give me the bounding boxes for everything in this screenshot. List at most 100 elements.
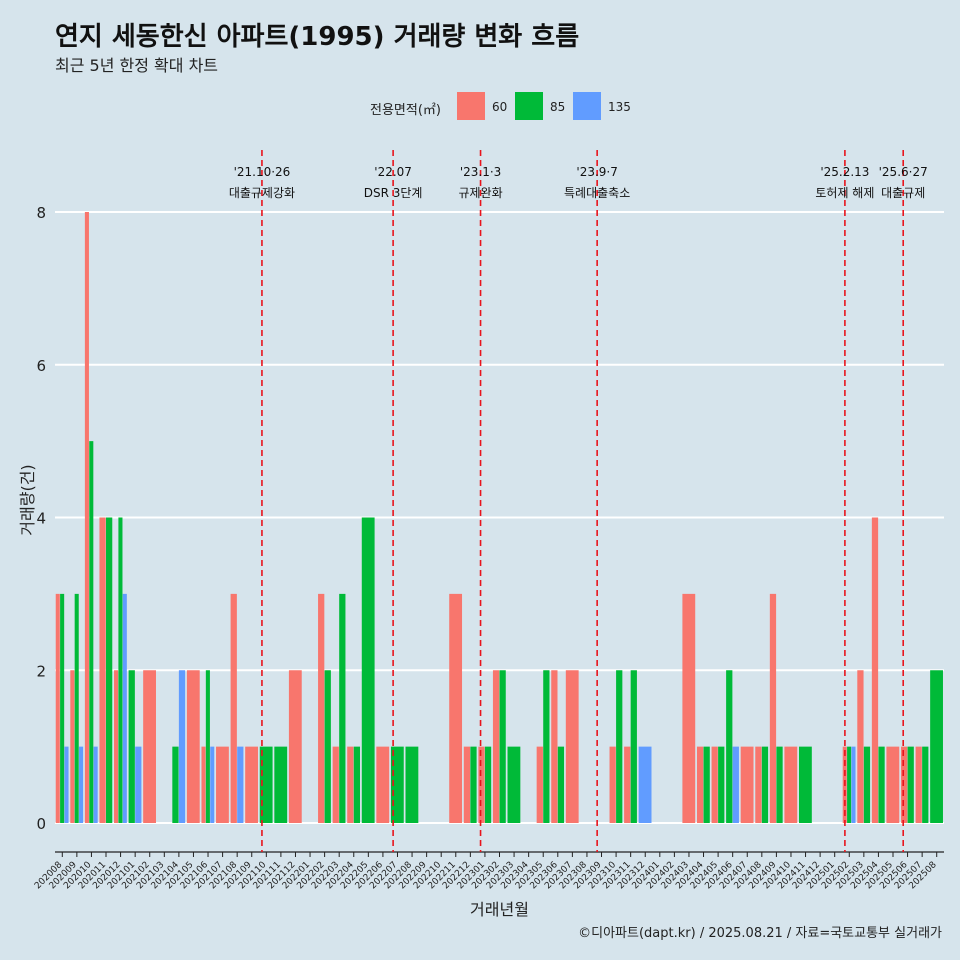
bar-85-202101	[128, 670, 135, 823]
bar-85-202302	[499, 670, 506, 823]
bar-85-202011	[106, 517, 113, 823]
bar-60-202204	[347, 746, 354, 824]
y-tick-label: 6	[36, 357, 46, 375]
bar-60-202105	[186, 670, 200, 823]
bar-60-202305	[536, 746, 543, 824]
bar-135-202012	[122, 593, 127, 824]
bar-60-202008	[55, 593, 60, 824]
bar-135-202502	[851, 746, 856, 824]
bar-60-202203	[332, 746, 339, 824]
bar-85-202502	[847, 746, 852, 824]
legend-swatch-85	[515, 92, 543, 120]
annotation-label-202309: 특례대출축소	[564, 186, 630, 200]
bar-85-202110	[259, 746, 273, 824]
bar-60-202307	[565, 670, 579, 823]
bar-60-202009	[70, 670, 75, 823]
legend-swatch-60	[457, 92, 485, 120]
bar-85-202012	[118, 517, 123, 823]
y-tick-label: 8	[36, 204, 46, 222]
bar-85-202106	[205, 670, 210, 823]
bar-85-202411	[798, 746, 812, 824]
bar-60-202410	[784, 746, 798, 824]
bar-135-202008	[64, 746, 69, 824]
bar-60-202102	[143, 670, 156, 823]
bar-85-202008	[60, 593, 65, 824]
bar-85-202104	[172, 746, 179, 824]
y-tick-label: 2	[36, 662, 46, 680]
bar-85-202306	[557, 746, 565, 824]
bar-60-202503	[857, 670, 864, 823]
annotation-date-202506: '25.6·27	[879, 165, 928, 179]
bar-60-202202	[318, 593, 325, 824]
bar-85-202506	[907, 746, 914, 824]
bar-85-202504	[878, 746, 885, 824]
x-axis-title: 거래년월	[470, 900, 529, 919]
bar-60-202108	[230, 593, 237, 824]
bar-135-202010	[93, 746, 98, 824]
bar-60-202407	[740, 746, 754, 824]
bar-60-202311	[624, 746, 631, 824]
bar-135-202104	[178, 670, 186, 823]
bar-60-202012	[114, 670, 119, 823]
y-tick-label: 0	[36, 815, 46, 833]
bar-85-202303	[507, 746, 521, 824]
bar-60-202504	[871, 517, 879, 823]
legend-label-135: 135	[608, 100, 631, 114]
bar-60-202109	[245, 746, 259, 824]
legend: 전용면적(㎡) 60 85 135	[0, 92, 960, 122]
bar-60-202010	[84, 212, 89, 823]
bar-135-202106	[210, 746, 215, 824]
annotation-label-202502: 토허제 해제	[815, 186, 874, 200]
bar-85-202111	[274, 746, 288, 824]
bar-60-202306	[551, 670, 558, 823]
bar-85-202205	[361, 517, 375, 823]
bar-60-202112	[288, 670, 302, 823]
bar-85-202305	[543, 670, 550, 823]
bar-60-202211	[449, 593, 463, 824]
bar-135-202406	[732, 746, 739, 824]
bar-135-202101	[135, 746, 142, 824]
bar-60-202505	[886, 746, 900, 824]
bar-85-202301	[484, 746, 492, 824]
bar-85-202208	[405, 746, 419, 824]
bar-60-202405	[711, 746, 718, 824]
source-caption: ©디아파트(dapt.kr) / 2025.08.21 / 자료=국토교통부 실…	[578, 926, 942, 941]
bar-60-202506	[901, 746, 908, 824]
y-tick-label: 4	[36, 510, 46, 528]
bar-85-202010	[89, 441, 94, 824]
bar-60-202310	[609, 746, 616, 824]
bar-135-202108	[237, 746, 244, 824]
bar-85-202009	[74, 593, 79, 824]
bar-85-202409	[776, 746, 783, 824]
annotation-label-202506: 대출규제	[881, 186, 925, 200]
bar-60-202507	[915, 746, 922, 824]
bar-85-202203	[339, 593, 346, 824]
bar-85-202204	[353, 746, 361, 824]
bar-85-202311	[630, 670, 637, 823]
bar-85-202503	[863, 746, 871, 824]
annotation-label-202207: DSR 3단계	[364, 186, 423, 200]
bar-60-202011	[99, 517, 106, 823]
bar-85-202404	[703, 746, 710, 824]
legend-label-60: 60	[492, 100, 508, 114]
legend-label-85: 85	[550, 100, 566, 114]
bar-60-202404	[696, 746, 704, 824]
chart-title: 연지 세동한신 아파트(1995) 거래량 변화 흐름	[55, 22, 580, 52]
bar-60-202409	[769, 593, 777, 824]
bar-60-202212	[463, 746, 471, 824]
annotation-label-202110: 대출규제강화	[229, 186, 295, 200]
bar-85-202212	[470, 746, 477, 824]
bar-60-202408	[755, 746, 762, 824]
bar-85-202405	[718, 746, 725, 824]
bar-135-202312	[638, 746, 652, 824]
bar-60-202107	[216, 746, 229, 824]
bar-85-202408	[761, 746, 769, 824]
bar-60-202206	[376, 746, 390, 824]
bar-60-202106	[201, 746, 206, 824]
annotation-date-202110: '21.10·26	[234, 165, 291, 179]
annotation-date-202301: '23.1·3	[460, 165, 501, 179]
bar-85-202207	[390, 746, 404, 824]
bar-60-202403	[682, 593, 696, 824]
bar-85-202508	[930, 670, 943, 823]
